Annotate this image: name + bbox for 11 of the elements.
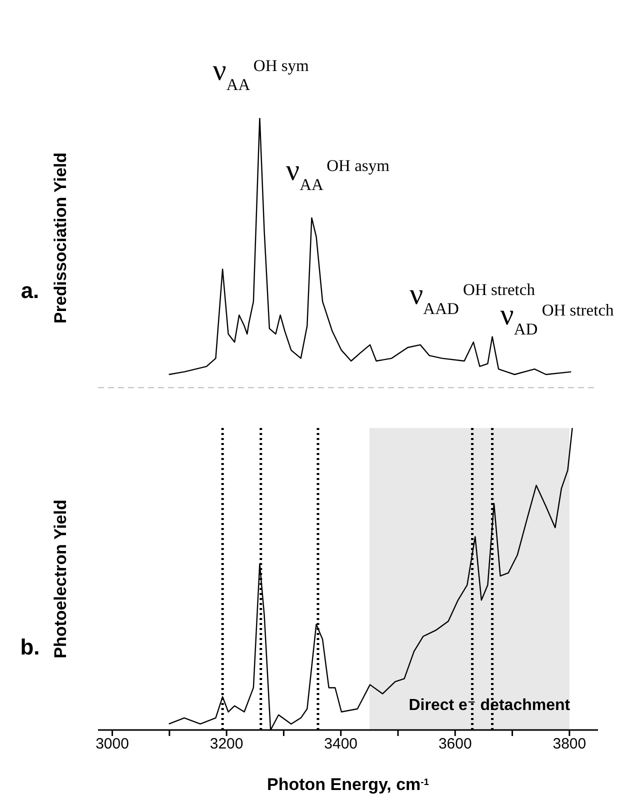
x-tick-label: 3000 <box>96 736 129 753</box>
band-label: Direct e⁻ detachment <box>408 697 571 714</box>
y-axis-title: Predissociation Yield <box>51 152 70 324</box>
text: b. <box>20 634 40 660</box>
y-axis-title: Photoelectron Yield <box>51 500 70 658</box>
x-tick-label: 3600 <box>438 736 472 753</box>
text: a. <box>20 278 40 303</box>
x-tick-label: 3200 <box>210 736 244 753</box>
x-axis-title: Photon Energy, cm$^{-1}$ <box>267 775 429 794</box>
x-tick-label: 3400 <box>324 736 358 753</box>
x-tick-label: 3800 <box>552 736 586 753</box>
